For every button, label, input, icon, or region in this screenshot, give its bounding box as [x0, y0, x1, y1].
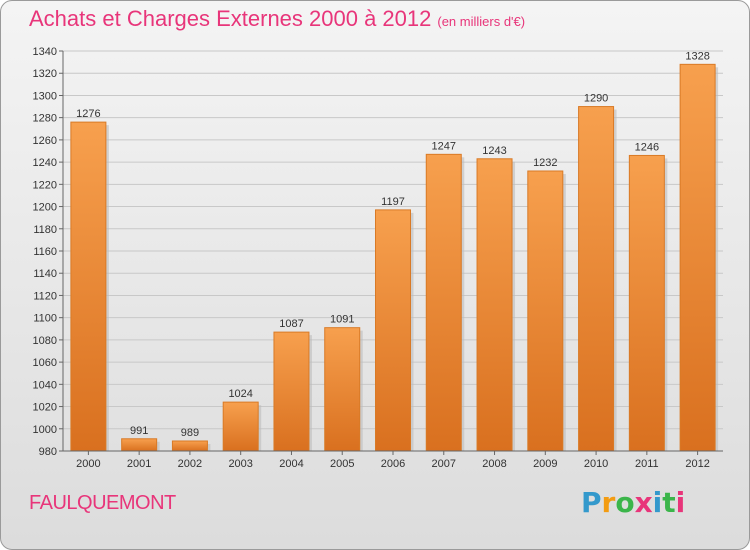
bar — [628, 154, 665, 452]
bar — [121, 438, 158, 452]
bar-value-label: 1247 — [432, 140, 456, 152]
y-tick-label: 980 — [39, 446, 57, 458]
bar — [578, 106, 615, 452]
logo-letter: i — [652, 486, 663, 519]
logo-letter: x — [634, 486, 653, 519]
y-tick-label: 1120 — [33, 290, 57, 302]
bar-value-label: 1091 — [330, 314, 354, 326]
y-tick-label: 1280 — [33, 113, 57, 125]
y-tick-label: 1260 — [33, 135, 57, 147]
logo-letter: i — [675, 486, 686, 519]
x-tick-label: 2001 — [127, 458, 151, 470]
y-tick-label: 1300 — [33, 90, 57, 102]
y-tick-label: 1220 — [33, 179, 57, 191]
y-tick-label: 1080 — [33, 335, 57, 347]
chart-title-text: Achats et Charges Externes 2000 à 2012 — [29, 6, 432, 31]
y-tick-label: 1140 — [33, 268, 57, 280]
bar-value-label: 1243 — [482, 145, 506, 157]
bar-value-label: 991 — [130, 425, 148, 437]
y-tick-label: 1180 — [33, 224, 57, 236]
x-tick-label: 2006 — [381, 458, 405, 470]
bar-value-label: 1197 — [381, 196, 405, 208]
x-tick-label: 2005 — [330, 458, 354, 470]
city-name: FAULQUEMONT — [29, 492, 176, 514]
bar-value-label: 1024 — [228, 388, 252, 400]
y-tick-label: 1060 — [33, 357, 57, 369]
bar — [222, 401, 259, 452]
bar-value-label: 1087 — [279, 318, 303, 330]
bar — [171, 440, 208, 452]
x-tick-label: 2012 — [685, 458, 709, 470]
bar — [324, 327, 361, 452]
y-tick-label: 1320 — [33, 68, 57, 80]
x-tick-label: 2002 — [178, 458, 202, 470]
bar-value-label: 1290 — [584, 93, 608, 105]
x-tick-label: 2000 — [76, 458, 100, 470]
y-tick-label: 1040 — [33, 379, 57, 391]
y-tick-label: 1240 — [33, 157, 57, 169]
y-tick-label: 1160 — [33, 246, 57, 258]
bar-value-label: 1276 — [76, 108, 100, 120]
logo-letter: o — [615, 486, 635, 519]
chart-unit: (en milliers d'€) — [437, 14, 526, 29]
bar-value-label: 1232 — [533, 157, 557, 169]
y-tick-label: 1200 — [33, 202, 57, 214]
bar-value-label: 1328 — [685, 50, 709, 62]
logo-letter: r — [601, 486, 616, 519]
bar — [425, 153, 462, 452]
y-tick-label: 1100 — [33, 313, 57, 325]
bar — [273, 331, 310, 452]
proxiti-logo[interactable]: Proxiti — [581, 486, 685, 519]
x-tick-label: 2003 — [228, 458, 252, 470]
x-tick-label: 2008 — [482, 458, 506, 470]
logo-letter: P — [581, 486, 602, 519]
logo-letter: t — [662, 486, 676, 519]
x-tick-label: 2009 — [533, 458, 557, 470]
bar — [527, 170, 564, 452]
y-tick-label: 1000 — [33, 424, 57, 436]
chart-title: Achats et Charges Externes 2000 à 2012 (e… — [29, 6, 525, 32]
bar-value-label: 989 — [181, 427, 199, 439]
x-tick-label: 2004 — [279, 458, 303, 470]
x-tick-label: 2011 — [635, 458, 659, 470]
x-tick-label: 2007 — [432, 458, 456, 470]
bar — [375, 209, 411, 452]
bar — [70, 121, 107, 452]
y-tick-label: 1340 — [33, 46, 57, 58]
bar-value-label: 1246 — [635, 141, 659, 153]
x-tick-label: 2010 — [584, 458, 608, 470]
y-tick-label: 1020 — [33, 402, 57, 414]
bar — [679, 63, 716, 452]
bar — [476, 158, 513, 452]
